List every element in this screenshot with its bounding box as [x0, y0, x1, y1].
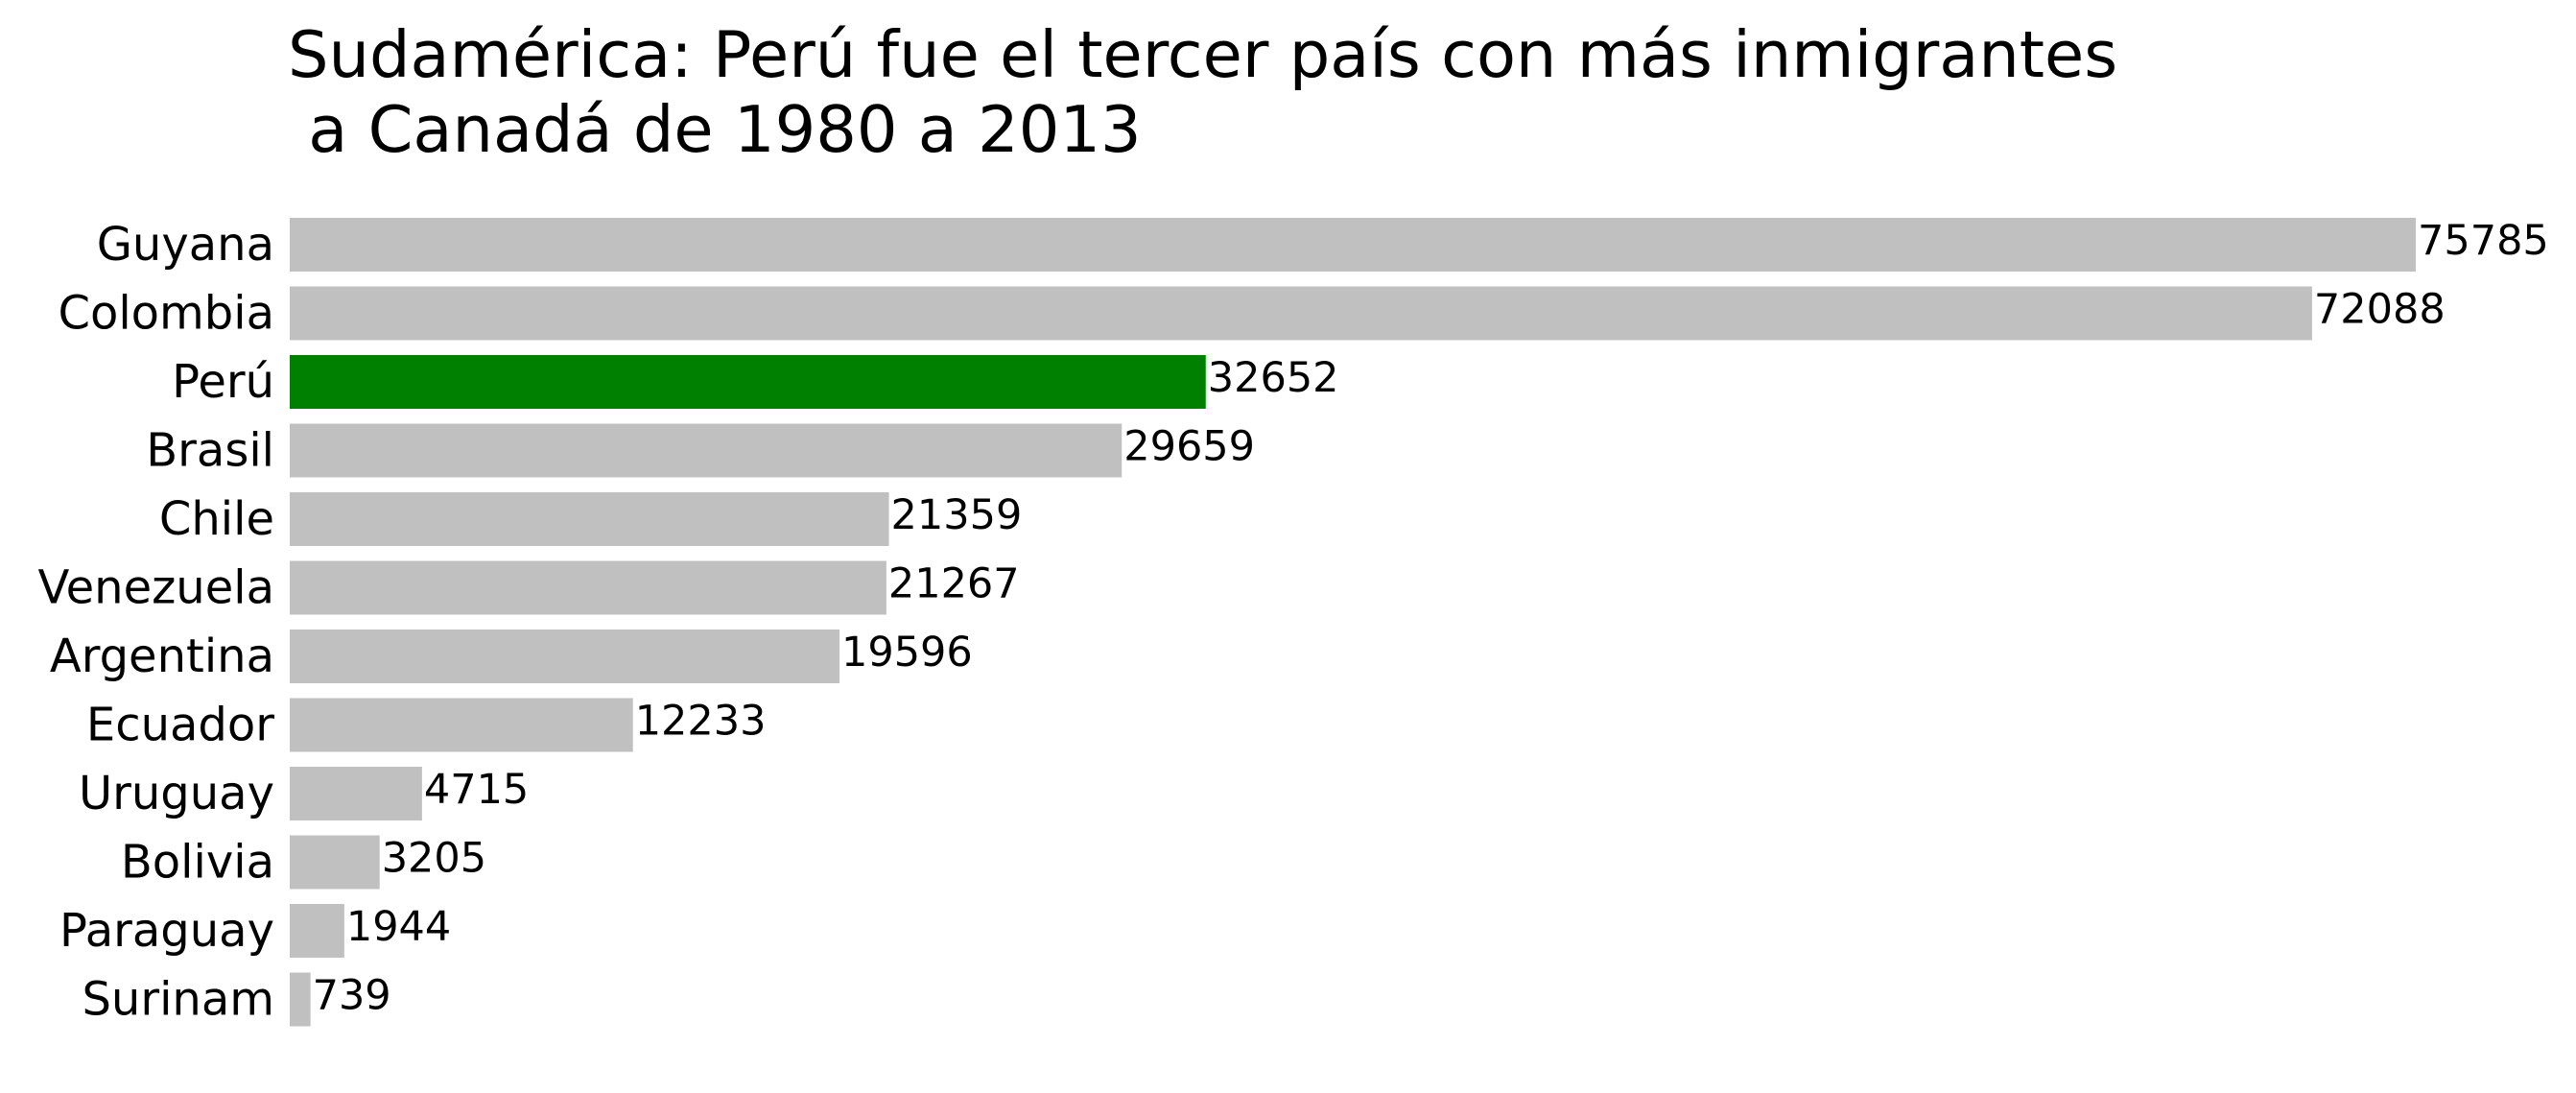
category-label-ecuador: Ecuador — [86, 699, 274, 752]
value-label-brasil: 29659 — [1123, 423, 1255, 471]
value-label-peru: 32652 — [1208, 354, 1339, 402]
category-label-peru: Perú — [172, 355, 274, 409]
bar-bolivia — [290, 835, 380, 890]
bar-colombia — [290, 286, 2312, 341]
bar-venezuela — [290, 560, 886, 615]
value-label-uruguay: 4715 — [424, 766, 529, 814]
value-label-chile: 21359 — [891, 491, 1023, 539]
bar-surinam — [290, 972, 311, 1027]
category-label-uruguay: Uruguay — [79, 767, 274, 820]
value-label-ecuador: 12233 — [635, 698, 767, 746]
bar-chile — [290, 492, 889, 546]
category-label-brasil: Brasil — [146, 424, 274, 478]
value-label-bolivia: 3205 — [382, 835, 486, 883]
value-label-guyana: 75785 — [2418, 217, 2549, 265]
value-label-argentina: 19596 — [841, 629, 973, 677]
value-label-colombia: 72088 — [2314, 286, 2446, 334]
bar-paraguay — [290, 904, 344, 958]
category-label-surinam: Surinam — [82, 973, 274, 1027]
bar-guyana — [290, 218, 2416, 272]
bar-ecuador — [290, 698, 633, 752]
value-label-surinam: 739 — [313, 972, 391, 1020]
value-label-venezuela: 21267 — [888, 560, 1020, 608]
value-label-paraguay: 1944 — [346, 903, 451, 951]
category-label-colombia: Colombia — [58, 287, 274, 341]
bar-peru — [290, 355, 1206, 409]
category-label-bolivia: Bolivia — [121, 836, 274, 890]
category-label-venezuela: Venezuela — [38, 561, 275, 615]
category-label-argentina: Argentina — [50, 630, 274, 683]
category-label-paraguay: Paraguay — [59, 904, 274, 958]
bar-brasil — [290, 423, 1123, 478]
bar-uruguay — [290, 767, 422, 820]
category-label-guyana: Guyana — [97, 218, 274, 272]
bar-argentina — [290, 630, 839, 683]
category-label-chile: Chile — [159, 492, 274, 546]
chart-title: Sudamérica: Perú fue el tercer país con … — [288, 17, 2118, 167]
